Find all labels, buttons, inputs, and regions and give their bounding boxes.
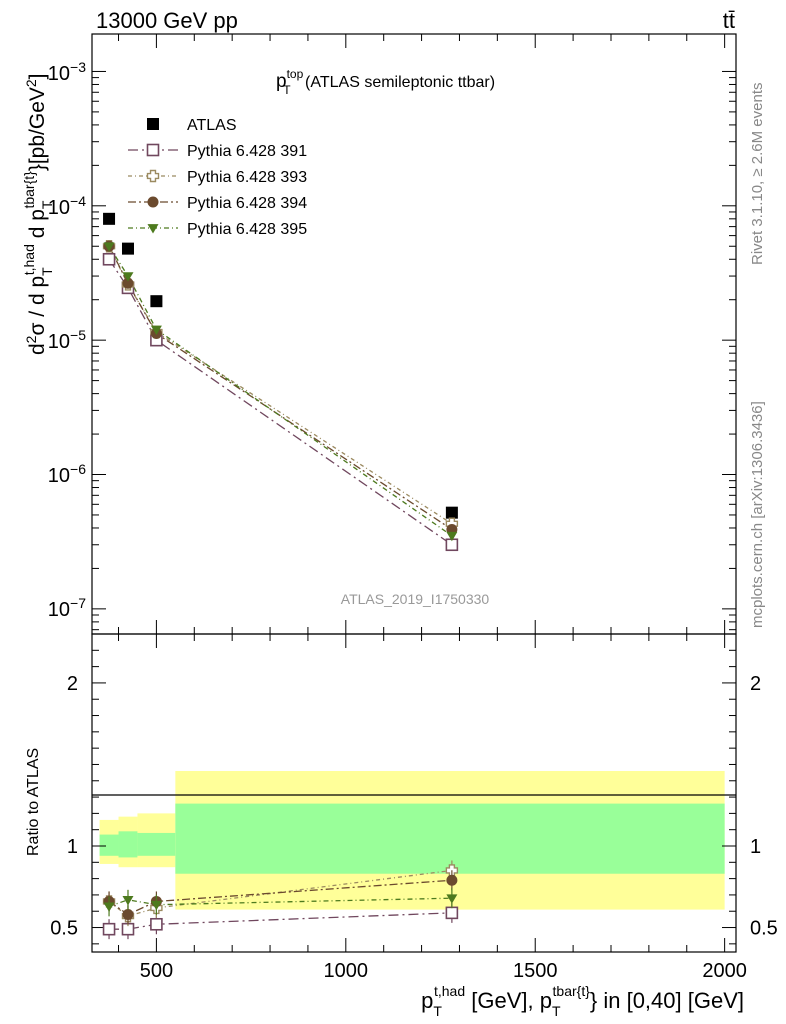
- legend-marker: [147, 224, 159, 234]
- series-line-main: [108, 245, 453, 530]
- header-left: 13000 GeV pp: [96, 8, 238, 33]
- side-label-rivet: Rivet 3.1.10, ≥ 2.6M events: [749, 83, 766, 266]
- data-point: [446, 531, 458, 542]
- ratio-band-green: [175, 803, 725, 874]
- legend-marker: [147, 118, 159, 130]
- legend-label: Pythia 6.428 393: [187, 169, 307, 186]
- ratio-point: [150, 900, 162, 911]
- data-point: [445, 506, 458, 519]
- ratio-y-tick-label-right: 2: [750, 673, 761, 695]
- analysis-watermark: ATLAS_2019_I1750330: [341, 591, 490, 607]
- series-line-ratio: [108, 869, 452, 917]
- series-lines: [108, 245, 453, 930]
- ratio-point: [446, 894, 458, 904]
- x-tick-label: 1000: [324, 960, 369, 982]
- data-point: [122, 272, 134, 282]
- x-tick-label: 1500: [513, 960, 558, 982]
- ratio-panel-frame: [91, 633, 737, 953]
- ratio-band-green: [137, 832, 176, 856]
- axis-ticks: [92, 34, 736, 952]
- ratio-band-green: [99, 834, 119, 856]
- series-points: [102, 212, 459, 940]
- x-tick-label: 500: [140, 960, 173, 982]
- data-point: [150, 325, 162, 336]
- ratio-y-tick-label-right: 1: [750, 836, 761, 858]
- data-point: [103, 242, 115, 252]
- ratio-point: [103, 902, 115, 912]
- data-point: [102, 252, 116, 266]
- ratio-y-tick-label-right: 0.5: [750, 918, 778, 940]
- plot-title: ptop T (ATLAS semileptonic ttbar): [276, 67, 495, 97]
- ratio-y-tick-label: 1: [67, 836, 78, 858]
- series-line-main: [108, 258, 453, 546]
- series-line-ratio: [108, 897, 452, 907]
- series-line-ratio: [108, 879, 452, 916]
- series-line-main: [108, 245, 453, 537]
- data-point: [103, 212, 116, 225]
- legend-label: Pythia 6.428 391: [187, 143, 307, 160]
- ratio-y-tick-label: 2: [67, 673, 78, 695]
- legend: ATLAS Pythia 6.428 391 Pythia 6.428 393 Pyt…: [128, 117, 307, 238]
- legend-label: Pythia 6.428 395: [187, 221, 307, 238]
- ratio-point: [445, 906, 459, 920]
- header-right: tt̄: [723, 8, 735, 33]
- legend-marker: [146, 169, 160, 183]
- legend-marker: [147, 196, 159, 208]
- ratio-point: [122, 908, 134, 920]
- x-tick-label: 2000: [702, 960, 747, 982]
- y-tick-1e-7: 10−7: [48, 595, 86, 621]
- legend-label: Pythia 6.428 394: [187, 195, 307, 212]
- legend-label: ATLAS: [187, 117, 237, 134]
- main-y-tick-labels: 10−3 10−4 10−5 10−6 10−7: [48, 59, 86, 621]
- y-tick-1e-6: 10−6: [48, 461, 86, 487]
- ratio-point: [150, 917, 163, 931]
- y-tick-1e-3: 10−3: [48, 59, 86, 85]
- x-tick-labels: 500 1000 1500 2000: [140, 960, 747, 982]
- series-line-ratio: [109, 912, 452, 930]
- ratio-y-tick-labels: 0.5 0.5 1 1 2 2: [50, 673, 778, 940]
- y-tick-1e-5: 10−5: [48, 327, 86, 353]
- y-axis-label-ratio: Ratio to ATLAS: [25, 748, 42, 856]
- ratio-bands: [99, 770, 725, 910]
- legend-marker: [146, 143, 160, 157]
- ratio-y-tick-label: 0.5: [50, 918, 78, 940]
- ratio-point: [102, 922, 116, 936]
- ratio-band-green: [118, 831, 138, 858]
- ratio-point: [446, 874, 458, 886]
- side-label-mcplots: mcplots.cern.ch [arXiv:1306.3436]: [749, 401, 766, 628]
- data-point: [121, 242, 134, 255]
- ratio-point: [122, 895, 134, 906]
- data-point: [150, 295, 163, 308]
- data-point: [122, 277, 134, 289]
- x-axis-label: pTt,had [GeV], pTtbar{t}} in [0,40] [GeV…: [421, 983, 744, 1019]
- series-line-main: [108, 245, 453, 525]
